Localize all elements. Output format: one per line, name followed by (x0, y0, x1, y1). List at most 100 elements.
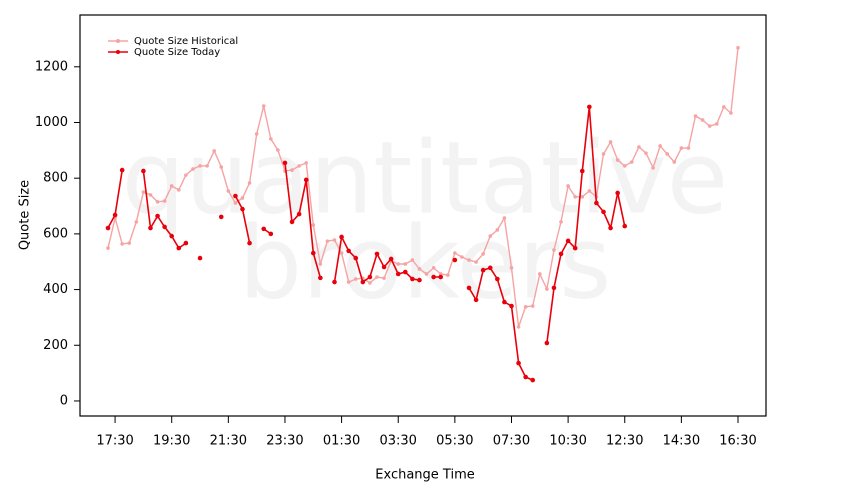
point (700, 118, 705, 122)
point (134, 220, 139, 224)
point (233, 193, 238, 199)
point (396, 262, 401, 266)
point (495, 276, 500, 282)
point (339, 234, 344, 240)
point (431, 266, 436, 270)
point (374, 251, 380, 257)
point (729, 111, 733, 115)
point (148, 193, 153, 197)
point (261, 104, 266, 108)
point (367, 274, 373, 280)
point (551, 285, 557, 291)
y-tick-label: 1200 (35, 59, 68, 74)
point (736, 46, 740, 50)
y-tick-label: 0 (60, 393, 68, 408)
point (601, 209, 606, 215)
point (205, 164, 209, 168)
point (438, 272, 443, 276)
point (162, 224, 167, 230)
point (453, 251, 457, 255)
point (339, 251, 344, 255)
point (183, 240, 189, 246)
point (346, 248, 351, 254)
x-tick-label: 07:30 (493, 434, 530, 449)
point (155, 200, 160, 204)
point (558, 251, 564, 257)
point (261, 226, 267, 232)
point (311, 223, 316, 227)
point (594, 200, 599, 206)
point (622, 164, 627, 168)
point (672, 160, 677, 164)
y-tick-label: 800 (43, 171, 68, 186)
y-tick-label: 1000 (35, 115, 68, 130)
point (290, 168, 294, 172)
point (410, 258, 415, 262)
point (467, 258, 471, 262)
point (608, 225, 613, 231)
point (127, 241, 132, 245)
point (530, 377, 536, 383)
point (197, 255, 203, 261)
point (247, 181, 252, 185)
point (233, 201, 238, 205)
point (282, 160, 288, 166)
legend-label: Quote Size Today (134, 47, 220, 58)
point (630, 160, 634, 164)
point (509, 303, 514, 309)
point (658, 144, 662, 148)
point (544, 340, 550, 346)
point (516, 325, 521, 329)
point (417, 267, 422, 271)
point (644, 151, 648, 155)
point (296, 211, 302, 217)
point (375, 275, 379, 279)
point (417, 277, 422, 283)
point (169, 233, 175, 239)
x-tick-label: 21:30 (210, 434, 247, 449)
point (438, 274, 443, 280)
point (566, 184, 570, 188)
point (552, 248, 556, 252)
point (303, 177, 309, 183)
point (268, 231, 274, 237)
point (353, 255, 359, 261)
point (565, 238, 571, 244)
point (353, 277, 358, 281)
point (120, 242, 124, 246)
point (388, 256, 394, 262)
point (637, 145, 641, 149)
point (346, 280, 351, 284)
point (410, 276, 415, 282)
point (707, 124, 712, 128)
point (545, 287, 549, 291)
point (318, 275, 323, 281)
point (431, 274, 436, 280)
point (162, 199, 167, 203)
point (580, 195, 585, 199)
x-tick-label: 05:30 (436, 434, 473, 449)
point (141, 190, 146, 194)
point (587, 189, 592, 193)
watermark: brokers (239, 204, 612, 321)
point (395, 271, 401, 277)
point (176, 245, 182, 251)
point (240, 196, 245, 200)
point (722, 105, 726, 109)
point (502, 299, 507, 305)
point (247, 240, 252, 246)
point (608, 140, 613, 144)
y-tick-label: 400 (43, 282, 68, 297)
series-line (107, 47, 739, 328)
point (488, 234, 493, 238)
point (219, 165, 224, 169)
point (105, 225, 111, 231)
point (403, 269, 408, 275)
point (480, 267, 486, 273)
point (516, 360, 521, 366)
point (615, 190, 620, 196)
x-tick-label: 10:30 (549, 434, 586, 449)
point (693, 114, 698, 118)
point (665, 152, 670, 156)
